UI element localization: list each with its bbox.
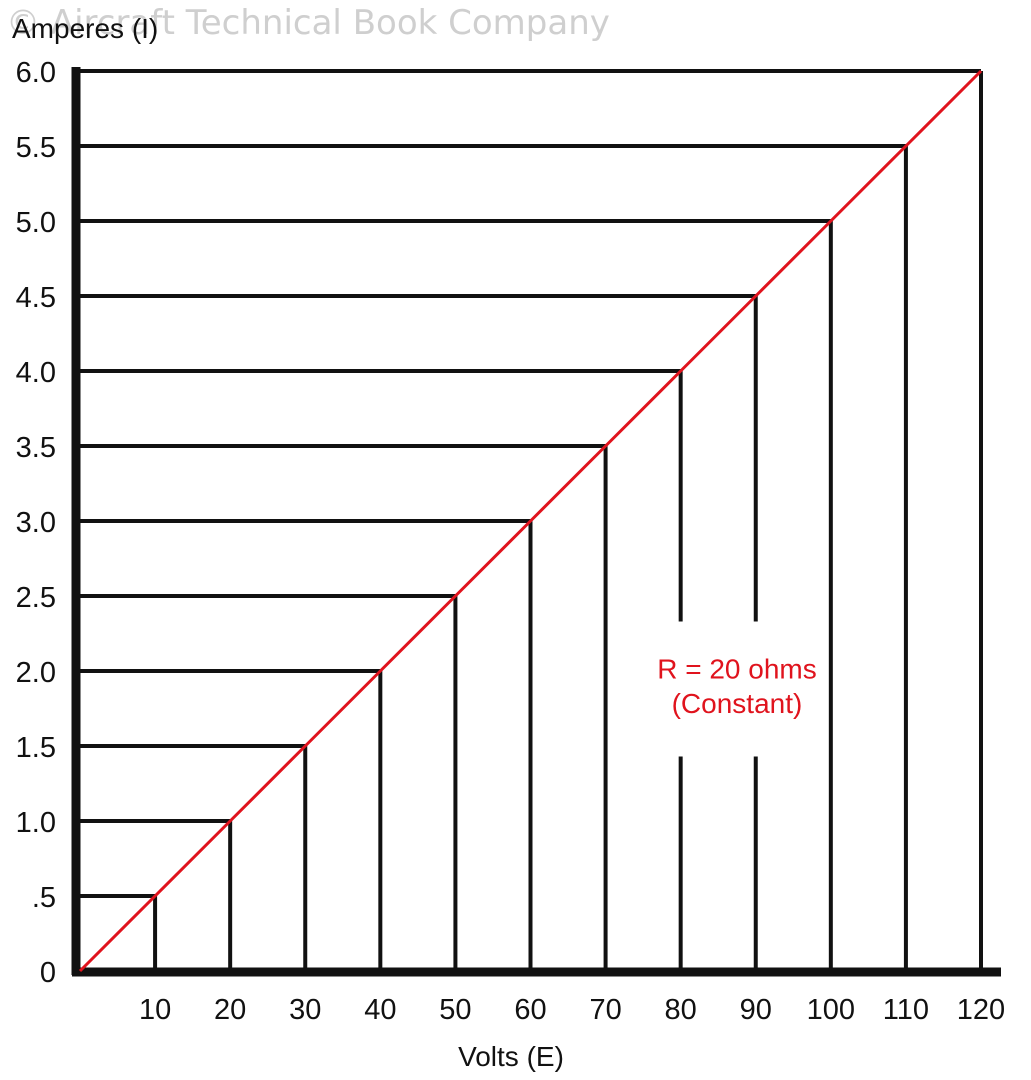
annotation-line-1: R = 20 ohms (657, 654, 817, 685)
x-tick-label: 60 (514, 994, 546, 1026)
y-tick-label: 4.5 (16, 282, 56, 314)
y-tick-label: 3.5 (16, 432, 56, 464)
drop-lines (80, 69, 983, 971)
x-tick-label: 10 (139, 994, 171, 1026)
y-tick-labels: 0 .5 1.0 1.5 2.0 2.5 3.0 3.5 4.0 4.5 5.0 5.5 6.0 (16, 57, 56, 989)
annotation-layer: R = 20 ohms (Constant) (657, 621, 817, 757)
y-tick-label: .5 (32, 882, 56, 914)
y-tick-label: 5.0 (16, 207, 56, 239)
x-tick-label: 110 (883, 994, 929, 1026)
x-tick-label: 40 (364, 994, 396, 1026)
x-tick-label: 70 (589, 994, 621, 1026)
y-tick-label: 1.5 (16, 732, 56, 764)
annotation-background (669, 621, 809, 757)
x-tick-label: 20 (214, 994, 246, 1026)
y-tick-label: 5.5 (16, 132, 56, 164)
x-tick-label: 80 (665, 994, 697, 1026)
y-tick-label: 1.0 (16, 807, 56, 839)
x-tick-label: 90 (740, 994, 772, 1026)
x-tick-label: 50 (439, 994, 471, 1026)
x-tick-label: 100 (807, 994, 855, 1026)
annotation-line-2: (Constant) (672, 688, 803, 719)
y-tick-label: 2.0 (16, 657, 56, 689)
y-tick-label: 6.0 (16, 57, 56, 89)
axes (71, 67, 1001, 977)
x-tick-labels: 10 20 30 40 50 60 70 80 90 100 110 120 (139, 994, 1005, 1026)
x-tick-label: 30 (289, 994, 321, 1026)
y-tick-label: 0 (40, 957, 56, 989)
watermark-text: © Aircraft Technical Book Company (6, 3, 610, 43)
y-tick-label: 3.0 (16, 507, 56, 539)
series-line-resistance (78, 69, 983, 973)
series-layer (78, 69, 983, 973)
y-tick-label: 4.0 (16, 357, 56, 389)
y-tick-label: 2.5 (16, 582, 56, 614)
y-axis-title: Amperes (I) (12, 13, 158, 44)
x-tick-label: 120 (957, 994, 1005, 1026)
x-axis-title: Volts (E) (458, 1041, 564, 1072)
